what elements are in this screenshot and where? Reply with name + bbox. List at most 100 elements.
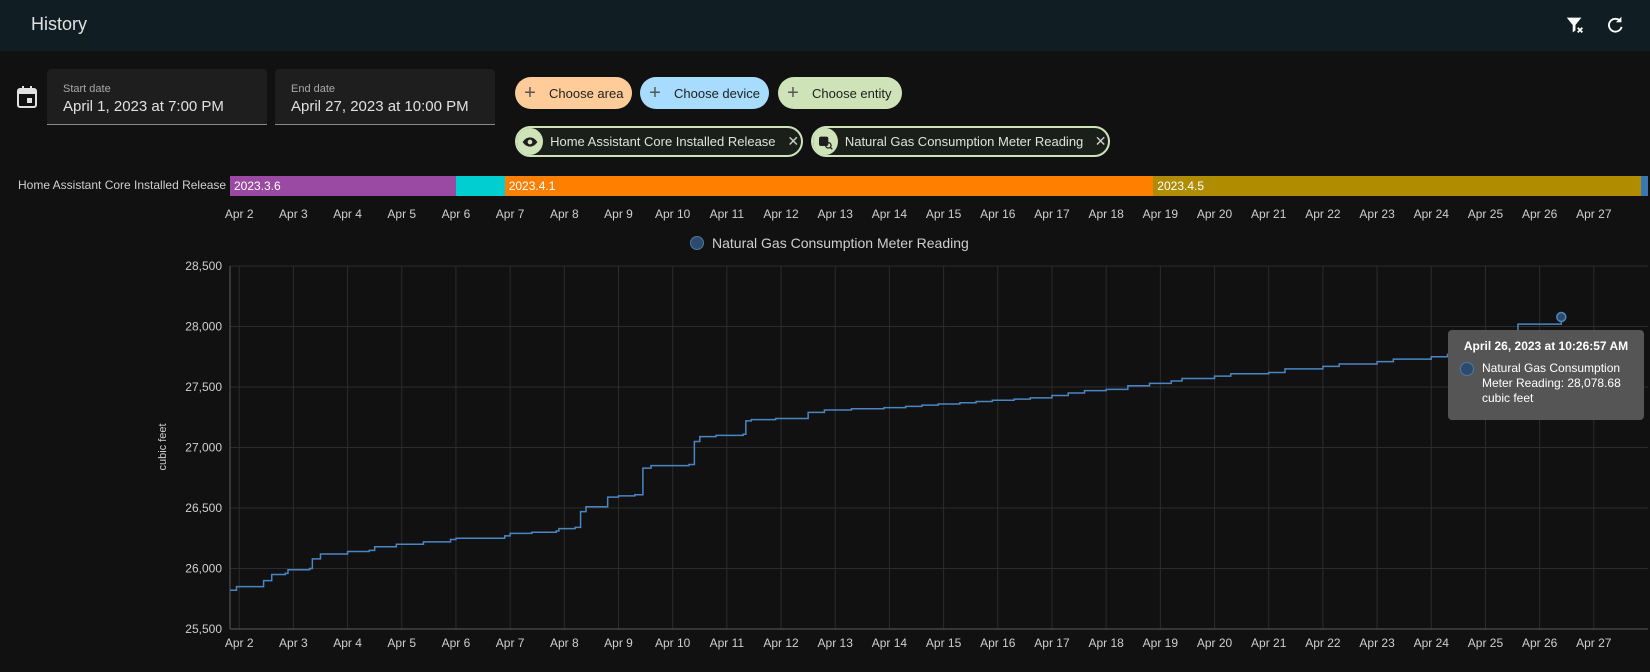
- y-tick-label: 26,500: [185, 501, 222, 515]
- selected-entity-label: Natural Gas Consumption Meter Reading: [844, 134, 1084, 149]
- timeline-tick-label: Apr 3: [279, 207, 308, 221]
- legend-label: Natural Gas Consumption Meter Reading: [712, 235, 969, 251]
- clear-filter-button[interactable]: [1560, 10, 1590, 40]
- x-tick-label: Apr 22: [1305, 636, 1341, 650]
- timeline-tick-label: Apr 15: [925, 207, 962, 221]
- timeline-segment[interactable]: 2023.4.1: [504, 176, 1154, 196]
- timeline-entity-label: Home Assistant Core Installed Release: [18, 178, 227, 192]
- timeline-tick-label: Apr 14: [871, 207, 908, 221]
- plus-icon: +: [787, 81, 799, 104]
- page-title: History: [31, 14, 88, 34]
- timeline-tick-label: Apr 27: [1576, 207, 1612, 221]
- timeline-axis: Apr 2 Apr 3 Apr 4 Apr 5 Apr 6 Apr 7 Apr 8 Apr 9…: [0, 196, 1650, 226]
- tooltip-title: April 26, 2023 at 10:26:57 AM: [1463, 339, 1629, 353]
- timeline-tick-label: Apr 2: [224, 207, 254, 221]
- x-tick-label: Apr 5: [387, 636, 416, 650]
- timeline-tick-label: Apr 25: [1467, 207, 1504, 221]
- tooltip-marker: [1460, 362, 1474, 376]
- series-line: [230, 316, 1563, 592]
- timeline-tick-label: Apr 19: [1142, 207, 1179, 221]
- x-tick-label: Apr 13: [818, 636, 854, 650]
- x-tick-label: Apr 20: [1197, 636, 1233, 650]
- x-tick-label: Apr 14: [872, 636, 908, 650]
- y-tick-label: 27,000: [185, 441, 222, 455]
- timeline-tick-label: Apr 23: [1359, 207, 1395, 221]
- start-date-label: Start date: [63, 83, 111, 95]
- x-tick-label: Apr 7: [496, 636, 525, 650]
- choose-entity-label: Choose entity: [812, 85, 892, 101]
- timeline-bar: 2023.3.6 2023.4.1 2023.4.5: [230, 176, 1648, 196]
- end-date-value: April 27, 2023 at 10:00 PM: [291, 98, 469, 115]
- timeline-tick-label: Apr 6: [441, 207, 471, 221]
- timeline-tick-label: Apr 9: [604, 207, 633, 221]
- x-tick-label: Apr 17: [1034, 636, 1070, 650]
- calendar-icon: [17, 86, 37, 108]
- x-tick-label: Apr 8: [550, 636, 579, 650]
- x-tick-label: Apr 24: [1414, 636, 1450, 650]
- x-tick-label: Apr 26: [1522, 636, 1558, 650]
- timeline-tick-label: Apr 8: [549, 207, 579, 221]
- timeline-tick-label: Apr 12: [763, 207, 799, 221]
- timeline-tick-label: Apr 10: [654, 207, 691, 221]
- timeline-tick-label: Apr 7: [495, 207, 525, 221]
- timeline-segment-label: 2023.4.5: [1157, 179, 1205, 193]
- timeline-tick-label: Apr 13: [817, 207, 853, 221]
- x-tick-label: Apr 6: [442, 636, 471, 650]
- timeline-tick-label: Apr 4: [333, 207, 362, 221]
- y-tick-label: 27,500: [185, 380, 222, 394]
- choose-device-button[interactable]: + Choose device: [640, 77, 769, 109]
- gas-meter-icon: [813, 128, 838, 155]
- selected-entity-chip[interactable]: Natural Gas Consumption Meter Reading ✕: [811, 126, 1110, 157]
- start-date-value: April 1, 2023 at 7:00 PM: [63, 98, 224, 115]
- top-app-bar: History: [0, 0, 1650, 51]
- chart-legend[interactable]: Natural Gas Consumption Meter Reading: [690, 235, 969, 251]
- x-tick-label: Apr 27: [1576, 636, 1612, 650]
- timeline-segment-label: 2023.3.6: [234, 179, 281, 193]
- choose-entity-button[interactable]: + Choose entity: [778, 77, 902, 109]
- timeline-tick-label: Apr 21: [1251, 207, 1287, 221]
- end-date-field[interactable]: End date April 27, 2023 at 10:00 PM: [275, 69, 495, 125]
- refresh-icon: [1608, 16, 1623, 33]
- timeline-tick-label: Apr 26: [1521, 207, 1558, 221]
- y-tick-label: 28,500: [185, 259, 222, 273]
- timeline-tick-label: Apr 20: [1196, 207, 1233, 221]
- highlighted-point: [1556, 311, 1567, 323]
- timeline-segment[interactable]: 2023.3.6: [230, 176, 456, 196]
- end-date-label: End date: [291, 83, 336, 95]
- timeline-tick-label: Apr 18: [1088, 207, 1124, 221]
- x-tick-label: Apr 4: [333, 636, 362, 650]
- x-tick-label: Apr 23: [1359, 636, 1395, 650]
- timeline-segment[interactable]: 2023.4.5: [1153, 176, 1642, 196]
- x-tick-label: Apr 25: [1468, 636, 1504, 650]
- timeline-tick-label: Apr 22: [1305, 207, 1341, 221]
- choose-area-button[interactable]: + Choose area: [515, 77, 632, 109]
- x-tick-label: Apr 19: [1143, 636, 1179, 650]
- close-icon[interactable]: ✕: [1094, 133, 1107, 149]
- timeline-tick-label: Apr 11: [709, 207, 745, 221]
- plus-icon: +: [524, 81, 536, 104]
- x-tick-label: Apr 18: [1088, 636, 1124, 650]
- timeline-tick-label: Apr 5: [387, 207, 417, 221]
- timeline-tick-label: Apr 16: [980, 207, 1016, 221]
- timeline-segment[interactable]: [455, 176, 505, 196]
- timeline-segment-label: 2023.4.1: [508, 179, 556, 193]
- chart-tooltip: April 26, 2023 at 10:26:57 AM Natural Ga…: [1448, 330, 1644, 420]
- x-tick-label: Apr 11: [710, 636, 745, 650]
- filter-remove-icon: [1566, 17, 1583, 33]
- start-date-field[interactable]: Start date April 1, 2023 at 7:00 PM: [47, 69, 267, 125]
- x-tick-label: Apr 16: [980, 636, 1016, 650]
- selected-entity-label: Home Assistant Core Installed Release: [550, 134, 776, 149]
- x-tick-label: Apr 21: [1251, 636, 1287, 650]
- selected-entity-chip[interactable]: Home Assistant Core Installed Release ✕: [515, 126, 803, 157]
- choose-area-label: Choose area: [549, 85, 624, 101]
- y-tick-label: 26,000: [185, 562, 222, 576]
- y-tick-label: 28,000: [185, 320, 222, 334]
- close-icon[interactable]: ✕: [787, 133, 800, 149]
- timeline-segment[interactable]: [1641, 176, 1648, 196]
- eye-icon: [517, 128, 544, 155]
- x-tick-label: Apr 2: [225, 636, 254, 650]
- refresh-button[interactable]: [1600, 10, 1630, 40]
- legend-marker: [690, 236, 704, 250]
- x-tick-label: Apr 12: [763, 636, 799, 650]
